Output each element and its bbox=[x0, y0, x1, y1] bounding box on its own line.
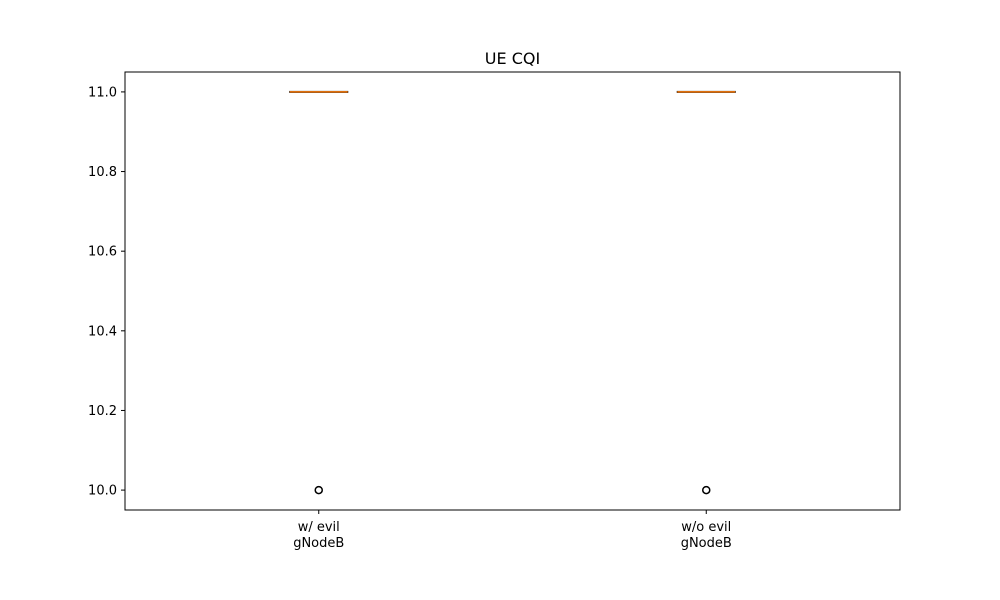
chart-title: UE CQI bbox=[485, 49, 540, 68]
plot-area bbox=[124, 71, 901, 511]
y-axis: 10.0 10.2 10.4 10.6 10.8 11.0 bbox=[88, 85, 125, 499]
outlier-point bbox=[314, 485, 323, 495]
x-tick-label: w/ evil gNodeB bbox=[293, 520, 344, 551]
x-tick-label: w/o evil gNodeB bbox=[681, 520, 732, 551]
box-1 bbox=[289, 90, 349, 495]
y-tick-label: 10.4 bbox=[88, 324, 117, 339]
x-axis: w/ evil gNodeB w/o evil gNodeB bbox=[293, 510, 732, 551]
y-tick-label: 10.0 bbox=[88, 484, 117, 499]
y-tick-label: 10.6 bbox=[88, 245, 117, 260]
y-tick-label: 10.8 bbox=[88, 165, 117, 180]
outlier-point bbox=[702, 485, 711, 495]
y-tick-label: 10.2 bbox=[88, 404, 117, 419]
box-plot-series bbox=[289, 90, 736, 495]
y-tick-label: 11.0 bbox=[88, 85, 117, 100]
box-2 bbox=[676, 90, 736, 495]
